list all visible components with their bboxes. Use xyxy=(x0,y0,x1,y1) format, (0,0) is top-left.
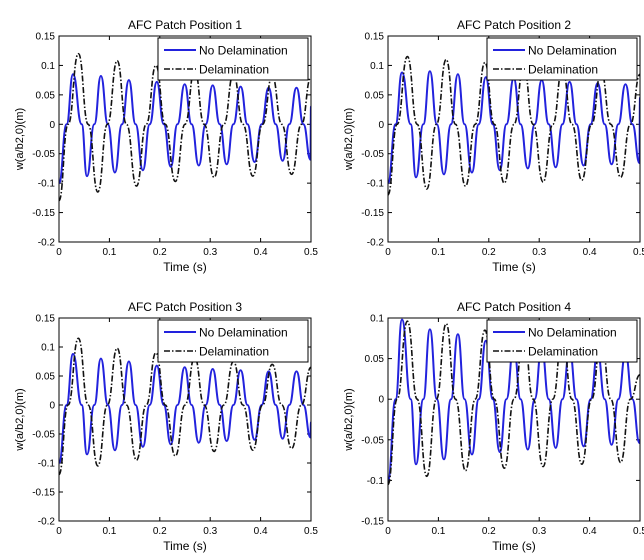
legend: No Delamination Delamination xyxy=(157,319,309,363)
y-tick-label: 0 xyxy=(49,120,55,131)
y-tick-label: 0.05 xyxy=(36,372,56,383)
x-tick-label: 0.5 xyxy=(304,247,318,258)
y-tick-label: 0.15 xyxy=(36,314,56,325)
y-tick-label: -0.1 xyxy=(367,179,385,190)
legend-label: No Delamination xyxy=(199,44,288,58)
series-line-delamination xyxy=(388,320,640,486)
axes-frame xyxy=(387,317,641,522)
chart-panel-1: AFC Patch Position 1 0 0.1 0.2 0.3 0.4 0.5 -0.2… xyxy=(14,18,318,274)
y-tick-label: 0 xyxy=(378,120,384,131)
x-tick-label: 0 xyxy=(56,247,62,258)
x-tick-label: 0.5 xyxy=(633,526,644,537)
x-tick-label: 0.3 xyxy=(532,247,546,258)
y-axis-label: w(a/b2,0)(m) xyxy=(14,108,26,171)
legend-label: No Delamination xyxy=(528,326,617,340)
x-tick-label: 0.3 xyxy=(203,247,217,258)
legend-label: Delamination xyxy=(528,63,598,77)
y-tick-label: 0.1 xyxy=(370,314,384,325)
y-tick-label: -0.15 xyxy=(32,208,55,219)
y-tick-label: -0.05 xyxy=(361,149,384,160)
y-tick-label: 0.1 xyxy=(41,343,55,354)
series-line-no-delamination xyxy=(59,353,311,464)
legend-box xyxy=(157,319,309,363)
x-tick-label: 0.4 xyxy=(583,247,597,258)
series-line-no-delamination xyxy=(59,73,311,185)
y-tick-label: -0.2 xyxy=(367,238,385,249)
x-tick-label: 0.1 xyxy=(102,526,116,537)
y-tick-label: 0 xyxy=(49,401,55,412)
x-axis-label: Time (s) xyxy=(492,260,536,274)
chart-title: AFC Patch Position 4 xyxy=(457,300,571,314)
y-axis-label: w(a/b2,0)(m) xyxy=(343,388,355,451)
x-tick-label: 0.4 xyxy=(254,526,268,537)
y-tick-label: -0.15 xyxy=(32,488,55,499)
y-tick-label: -0.05 xyxy=(32,149,55,160)
y-tick-label: 0.15 xyxy=(365,32,385,43)
x-tick-label: 0.3 xyxy=(532,526,546,537)
y-tick-label: 0.1 xyxy=(370,61,384,72)
legend-label: Delamination xyxy=(199,63,269,77)
x-tick-label: 0.4 xyxy=(254,247,268,258)
x-tick-label: 0.1 xyxy=(431,526,445,537)
y-tick-label: 0.05 xyxy=(36,90,56,101)
y-tick-label: -0.1 xyxy=(38,179,56,190)
series-line-delamination xyxy=(59,52,311,202)
x-tick-label: 0 xyxy=(385,526,391,537)
axes-frame xyxy=(387,35,641,243)
axes-frame xyxy=(58,35,312,243)
x-tick-label: 0.2 xyxy=(482,247,496,258)
x-tick-label: 0.1 xyxy=(431,247,445,258)
legend-box xyxy=(486,37,638,81)
x-tick-label: 0.2 xyxy=(153,247,167,258)
y-tick-label: 0.05 xyxy=(365,90,385,101)
axes-frame xyxy=(58,317,312,522)
x-tick-label: 0.4 xyxy=(583,526,597,537)
y-axis-label: w(a/b2,0)(m) xyxy=(343,108,355,171)
x-axis-label: Time (s) xyxy=(492,539,536,553)
y-axis-label: w(a/b2,0)(m) xyxy=(14,388,26,451)
y-tick-label: -0.15 xyxy=(361,517,384,528)
chart-panel-3: AFC Patch Position 3 0 0.1 0.2 0.3 0.4 0.5 -0.2… xyxy=(14,300,318,553)
legend: No Delamination Delamination xyxy=(486,319,638,363)
legend: No Delamination Delamination xyxy=(486,37,638,81)
y-tick-label: -0.1 xyxy=(367,476,385,487)
legend-box xyxy=(157,37,309,81)
y-tick-label: -0.2 xyxy=(38,517,56,528)
x-tick-label: 0.2 xyxy=(153,526,167,537)
legend: No Delamination Delamination xyxy=(157,37,309,81)
x-tick-label: 0.5 xyxy=(304,526,318,537)
y-tick-label: 0.1 xyxy=(41,61,55,72)
legend-label: No Delamination xyxy=(528,44,617,58)
chart-title: AFC Patch Position 3 xyxy=(128,300,242,314)
legend-label: No Delamination xyxy=(199,326,288,340)
y-tick-label: -0.1 xyxy=(38,459,56,470)
x-tick-label: 0.2 xyxy=(482,526,496,537)
x-tick-label: 0.1 xyxy=(102,247,116,258)
series-line-no-delamination xyxy=(388,70,640,185)
y-tick-label: 0.15 xyxy=(36,32,56,43)
chart-title: AFC Patch Position 2 xyxy=(457,18,571,32)
x-tick-label: 0.3 xyxy=(203,526,217,537)
legend-label: Delamination xyxy=(528,345,598,359)
legend-box xyxy=(486,319,638,363)
chart-panel-2: AFC Patch Position 2 0 0.1 0.2 0.3 0.4 0.5 -0.2… xyxy=(343,18,644,274)
x-tick-label: 0.5 xyxy=(633,247,644,258)
y-tick-label: -0.15 xyxy=(361,208,384,219)
y-tick-label: -0.05 xyxy=(32,430,55,441)
x-tick-label: 0 xyxy=(385,247,391,258)
x-tick-label: 0 xyxy=(56,526,62,537)
x-axis-label: Time (s) xyxy=(163,260,207,274)
chart-panel-4: AFC Patch Position 4 0 0.1 0.2 0.3 0.4 0.5 -0.1… xyxy=(343,300,644,553)
y-tick-label: 0 xyxy=(378,395,384,406)
y-tick-label: 0.05 xyxy=(365,354,385,365)
x-axis-label: Time (s) xyxy=(163,539,207,553)
y-tick-label: -0.05 xyxy=(361,435,384,446)
legend-label: Delamination xyxy=(199,345,269,359)
chart-title: AFC Patch Position 1 xyxy=(128,18,242,32)
series-line-delamination xyxy=(388,55,640,196)
series-line-delamination xyxy=(59,337,311,476)
y-tick-label: -0.2 xyxy=(38,238,56,249)
